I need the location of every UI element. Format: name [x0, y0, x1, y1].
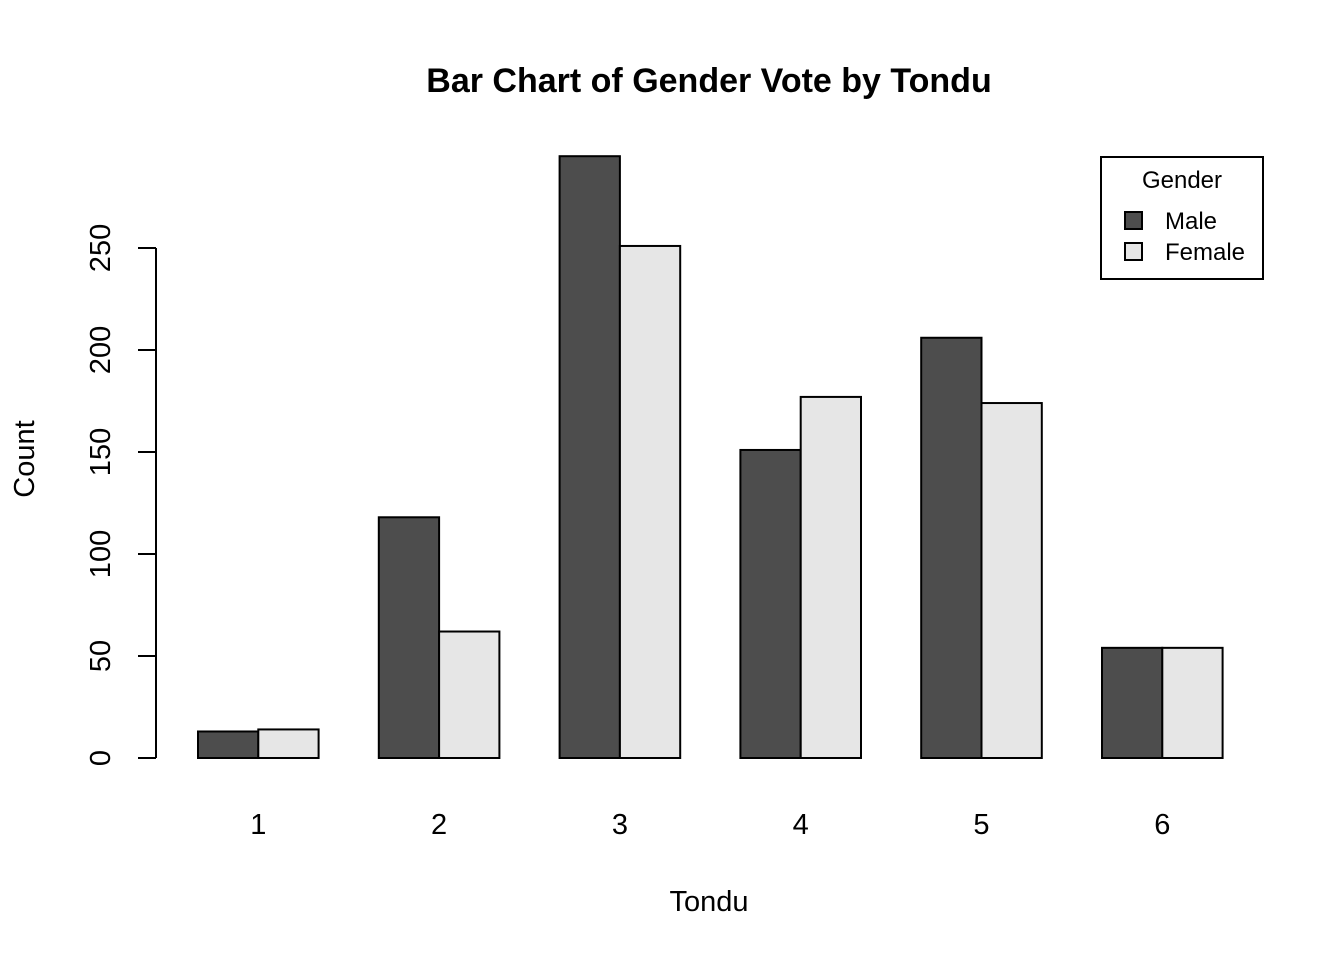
y-tick-label: 250 [85, 224, 117, 272]
y-axis-label: Count [9, 420, 41, 497]
x-tick-labels: 1 2 3 4 5 6 [250, 809, 1170, 841]
bar-male-2 [377, 516, 441, 760]
x-tick-label: 4 [793, 809, 809, 841]
bar-male-5 [920, 336, 983, 759]
bar-female-4 [799, 395, 863, 759]
legend-swatch-female [1124, 242, 1143, 261]
y-tick-label: 150 [85, 428, 117, 476]
legend-title: Gender [1142, 167, 1222, 194]
bars-group [197, 155, 1224, 760]
y-tick-label: 50 [85, 640, 117, 672]
x-tick-label: 1 [250, 809, 266, 841]
x-tick-label: 2 [431, 809, 447, 841]
bar-female-5 [980, 402, 1043, 759]
legend-swatch-male [1124, 211, 1143, 230]
legend-label-male: Male [1165, 208, 1217, 235]
bar-male-1 [197, 730, 260, 759]
chart-title: Bar Chart of Gender Vote by Tondu [426, 62, 991, 100]
x-tick-label: 3 [612, 809, 628, 841]
bar-female-2 [438, 630, 501, 760]
bar-male-6 [1101, 646, 1164, 760]
legend: Gender Male Female [1100, 156, 1264, 280]
bar-female-1 [257, 728, 320, 760]
x-tick-label: 6 [1154, 809, 1170, 841]
y-axis: 0 50 100 150 200 250 [85, 224, 157, 766]
legend-label-female: Female [1165, 239, 1245, 266]
x-axis-label: Tondu [669, 886, 748, 918]
bar-male-4 [739, 448, 802, 759]
y-tick-label: 100 [85, 530, 117, 578]
bar-male-3 [558, 155, 621, 759]
y-tick-label: 0 [85, 750, 117, 766]
bar-female-6 [1161, 646, 1224, 760]
bar-female-3 [618, 244, 682, 759]
x-tick-label: 5 [973, 809, 989, 841]
y-tick-label: 200 [85, 326, 117, 374]
